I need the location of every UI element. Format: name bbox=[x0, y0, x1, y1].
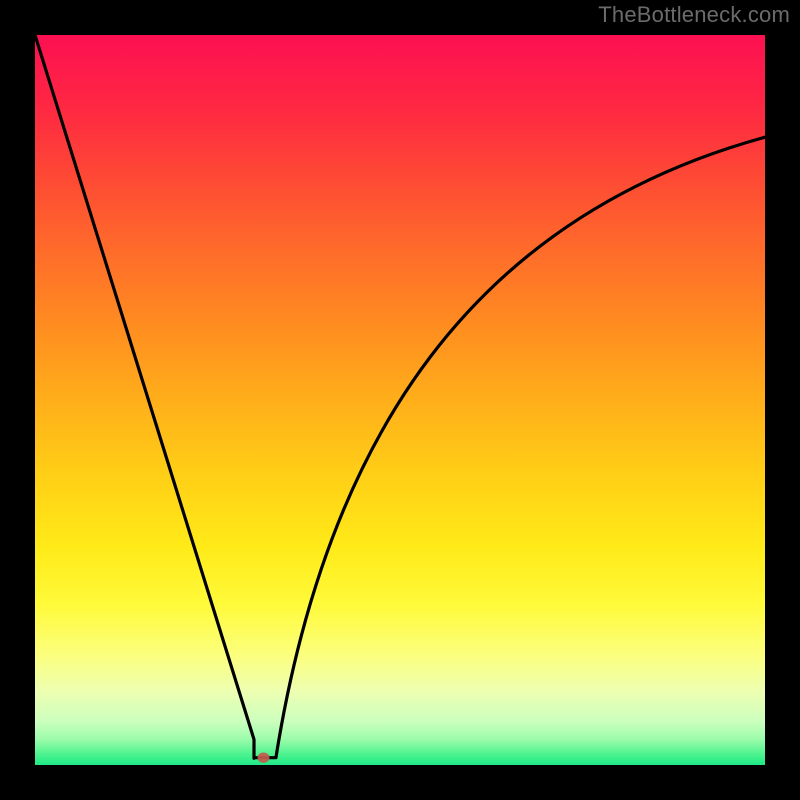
chart-container: TheBottleneck.com bbox=[0, 0, 800, 800]
watermark-text: TheBottleneck.com bbox=[598, 2, 790, 28]
minimum-marker bbox=[257, 753, 269, 763]
bottleneck-chart bbox=[0, 0, 800, 800]
